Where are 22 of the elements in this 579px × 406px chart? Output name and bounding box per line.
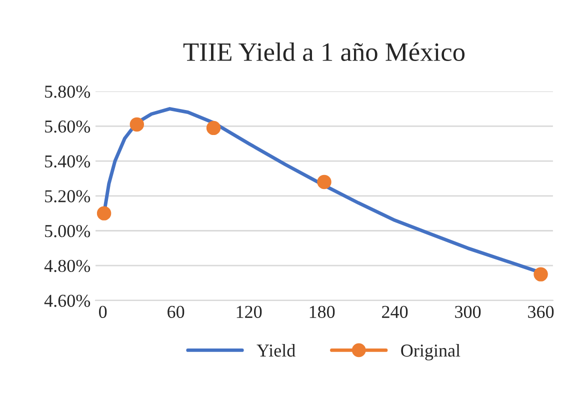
x-tick-label: 240 (382, 306, 408, 318)
point (206, 120, 221, 136)
point (96, 206, 112, 220)
x-tick-label: 120 (236, 306, 262, 318)
x-tick-label: 300 (455, 306, 481, 318)
x-tick-label: 360 (528, 306, 554, 318)
y-tick-label: 4.60% (44, 294, 90, 307)
y-tick-label: 5.60% (45, 120, 90, 133)
x-tick-label: 180 (310, 306, 335, 318)
y-tick-label: 4.80% (44, 260, 90, 272)
y-tick-label: 5.20% (45, 190, 90, 202)
x-tick-label: 60 (168, 306, 184, 318)
y-tick-label: 5.00% (45, 225, 90, 238)
point (534, 267, 548, 282)
legend-label: Yield (256, 344, 296, 357)
point (130, 117, 144, 132)
point (317, 174, 332, 190)
y-tick-label: 5.40% (45, 155, 90, 168)
y-tick-label: 5.80% (45, 86, 90, 98)
x-tick-label: 0 (99, 306, 107, 318)
chart-title: TIIE Yield a 1 año México (183, 42, 465, 62)
legend-label: Original (401, 344, 460, 360)
